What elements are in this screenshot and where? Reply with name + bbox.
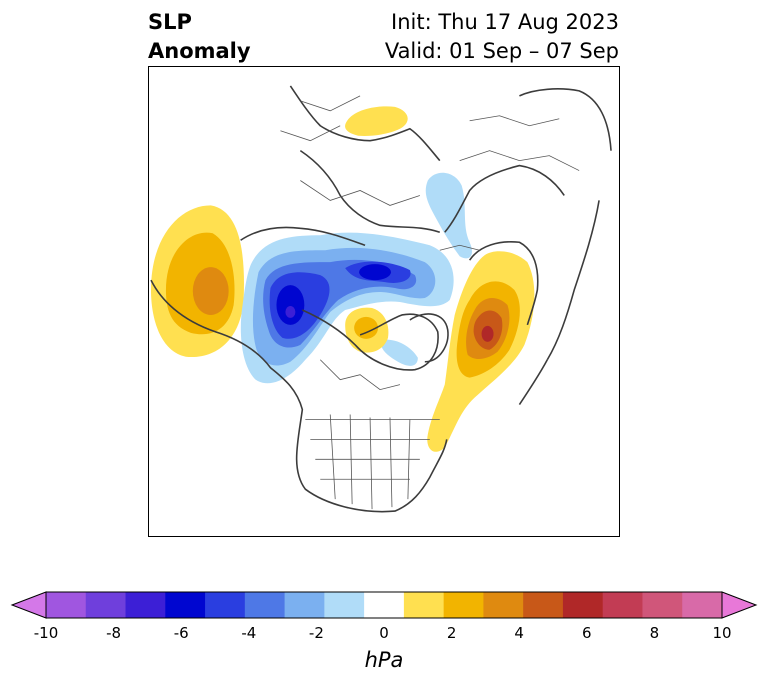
colorbar-swatch: [443, 592, 484, 618]
anomaly-north-pacific-high: [150, 205, 244, 358]
colorbar-swatch: [602, 592, 643, 618]
colorbar-swatch: [523, 592, 564, 618]
colorbar-unit-label: hPa: [364, 648, 404, 672]
colorbar-swatch: [46, 592, 87, 618]
colorbar-swatch: [244, 592, 286, 618]
colorbar-swatch: [364, 592, 405, 618]
colorbar-tick-label: -4: [241, 624, 257, 642]
title-line-1: SLP: [148, 10, 192, 34]
anomaly-scandinavia-high: [345, 106, 408, 136]
colorbar-swatch: [284, 592, 325, 618]
colorbar-swatch: [642, 592, 683, 618]
coastlines: [150, 85, 612, 513]
colorbar-outline: [45, 591, 723, 619]
colorbar-tick-label: 6: [582, 624, 592, 642]
init-date: Init: Thu 17 Aug 2023: [391, 10, 619, 34]
anomaly-siberian-low: [240, 232, 454, 384]
colorbar-tick-label: 0: [379, 624, 389, 642]
colorbar-swatch: [125, 592, 166, 618]
colorbar-tick-label: 2: [446, 624, 457, 642]
colorbar-swatch: [85, 592, 127, 618]
colorbar-swatch: [483, 592, 524, 618]
colorbar-swatch: [324, 592, 365, 618]
colorbar-tick-label: -10: [33, 624, 59, 642]
colorbar-tick-label: 8: [649, 624, 660, 642]
title-line-2: Anomaly: [148, 39, 251, 63]
valid-range: Valid: 01 Sep – 07 Sep: [384, 39, 619, 63]
colorbar-extend-max: [721, 591, 758, 619]
colorbar-swatch: [562, 592, 604, 618]
colorbar-tick-label: -8: [106, 624, 122, 642]
political-borders: [280, 95, 580, 510]
colorbar-tick-label: 4: [514, 624, 524, 642]
colorbar-swatch: [682, 592, 723, 618]
map-panel: [148, 66, 620, 537]
anomaly-north-atlantic-high: [427, 251, 535, 452]
forecast-dates: Init: Thu 17 Aug 2023 Valid: 01 Sep – 07…: [385, 8, 619, 66]
colorbar-tick-label: 10: [712, 624, 732, 642]
anomaly-labrador-low: [380, 172, 473, 366]
colorbar-extend-min: [10, 591, 47, 619]
map-title: SLP Anomaly: [148, 8, 251, 66]
colorbar-swatch: [165, 592, 206, 618]
colorbar-swatch: [205, 592, 246, 618]
anomaly-hudson-high: [345, 307, 389, 353]
colorbar-tick-label: -2: [308, 624, 324, 642]
colorbar: [10, 591, 758, 619]
colorbar-tick-label: -6: [173, 624, 189, 642]
colorbar-swatch: [403, 592, 445, 618]
anomaly-map: [150, 85, 612, 513]
